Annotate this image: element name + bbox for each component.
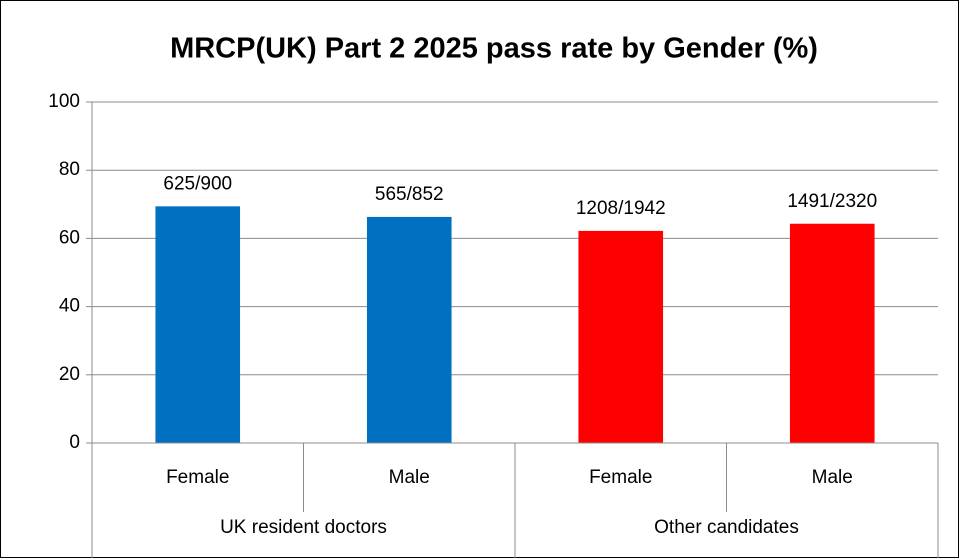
y-tick-label: 0 bbox=[69, 432, 80, 453]
bar bbox=[578, 230, 664, 443]
bar bbox=[366, 216, 452, 443]
chart-title: MRCP(UK) Part 2 2025 pass rate by Gender… bbox=[170, 33, 818, 65]
bar bbox=[789, 223, 875, 443]
data-label: 1491/2320 bbox=[787, 191, 877, 212]
y-tick-label: 80 bbox=[59, 159, 80, 180]
data-label: 1208/1942 bbox=[576, 198, 666, 219]
y-tick-label: 60 bbox=[59, 227, 80, 248]
group-label: UK resident doctors bbox=[220, 517, 387, 538]
bar bbox=[155, 206, 241, 443]
group-label: Other candidates bbox=[654, 517, 799, 538]
y-tick-label: 100 bbox=[48, 91, 80, 112]
x-tick-label: Female bbox=[166, 467, 229, 488]
x-tick-label: Male bbox=[389, 467, 430, 488]
data-label: 625/900 bbox=[163, 173, 232, 194]
y-tick-label: 20 bbox=[59, 364, 80, 385]
x-tick-label: Female bbox=[589, 467, 652, 488]
data-label: 565/852 bbox=[375, 184, 444, 205]
x-tick-label: Male bbox=[812, 467, 853, 488]
y-tick-label: 40 bbox=[59, 296, 80, 317]
